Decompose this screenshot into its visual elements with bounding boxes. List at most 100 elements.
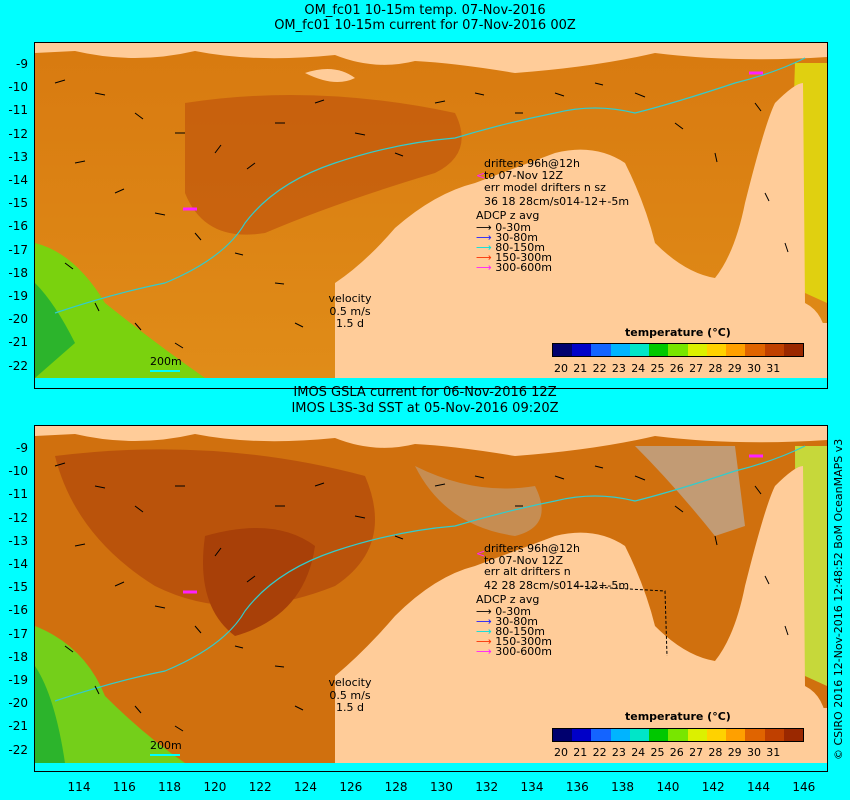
top-map-panel — [34, 42, 828, 389]
colorbar-tick-label: 27 — [689, 362, 704, 375]
land-australia — [335, 83, 827, 378]
top-adcp-item: ⟶ 30-80m — [476, 231, 538, 244]
colorbar-tick-label: 22 — [592, 362, 607, 375]
colorbar-tick-label: 30 — [747, 362, 761, 375]
lat-tick-label: -16 — [8, 603, 28, 618]
top-adcp-item: ⟶ 0-30m — [476, 221, 531, 234]
bottom-drifters-line1: drifters 96h@12h — [484, 542, 581, 555]
lon-tick-label: 144 — [747, 780, 770, 794]
lat-tick-label: -10 — [8, 80, 28, 95]
colorbar-tick-label: 29 — [727, 746, 742, 759]
lat-tick-label: -9 — [16, 57, 28, 71]
lat-tick-label: -20 — [8, 312, 28, 327]
lat-tick-label: -21 — [8, 335, 28, 350]
bottom-isobath-label: 200m — [150, 739, 182, 752]
top-adcp-title: ADCP z avg — [476, 209, 540, 222]
lat-tick-label: -11 — [8, 103, 28, 118]
lat-tick-label: -15 — [8, 196, 28, 211]
top-isobath-label: 200m — [150, 355, 182, 368]
colorbar-tick-label: 29 — [727, 362, 742, 375]
top-panel-title-line1: OM_fc01 10-15m temp. 07-Nov-2016 — [304, 3, 546, 18]
boundary-line — [574, 585, 668, 657]
lat-tick-label: -22 — [8, 358, 28, 373]
top-map-svg — [35, 43, 827, 378]
lat-tick-label: -10 — [8, 464, 28, 479]
nodata-patch — [635, 446, 745, 536]
lat-tick-label: -18 — [8, 265, 28, 280]
lat-tick-label: -16 — [8, 219, 28, 234]
current-vectors — [54, 79, 789, 349]
lat-tick-label: -22 — [8, 742, 28, 757]
colorbar-tick-label: 24 — [631, 362, 646, 375]
lat-tick-label: -18 — [8, 649, 28, 664]
colorbar-tick-label: 21 — [573, 362, 588, 375]
bottom-panel-title-line1: IMOS GSLA current for 06-Nov-2016 12Z — [293, 385, 557, 400]
lat-tick-label: -17 — [8, 242, 28, 257]
bottom-isobath-line — [150, 754, 180, 756]
land-timor — [305, 69, 355, 82]
lon-tick-label: 122 — [248, 780, 272, 794]
colorbar-tick-label: 30 — [747, 746, 761, 759]
warm-core — [185, 95, 462, 235]
top-adcp-item: ⟶ 300-600m — [476, 261, 552, 274]
bottom-adcp-item: ⟶ 150-300m — [476, 635, 552, 648]
lat-tick-label: -21 — [8, 719, 28, 734]
bottom-map-panel — [34, 425, 828, 772]
bottom-adcp-item: ⟶ 300-600m — [476, 645, 552, 658]
lat-tick-label: -12 — [8, 510, 28, 525]
lon-tick-label: 114 — [67, 780, 91, 794]
cool-water-core — [35, 666, 65, 763]
top-drifter-marker-icon: < — [476, 169, 486, 182]
lat-tick-label: -14 — [8, 173, 28, 187]
colorbar-tick-label: 31 — [766, 362, 781, 375]
lon-tick-label: 140 — [656, 780, 680, 794]
colorbar-tick-label: 22 — [592, 746, 607, 759]
bottom-adcp-title: ADCP z avg — [476, 593, 540, 606]
lon-tick-label: 116 — [112, 780, 136, 794]
land-australia — [335, 466, 827, 763]
lon-tick-label: 120 — [203, 780, 227, 794]
bottom-panel-title-line2: IMOS L3S-3d SST at 05-Nov-2016 09:20Z — [291, 401, 559, 416]
bottom-adcp-item: ⟶ 30-80m — [476, 615, 538, 628]
bottom-adcp-item: ⟶ 80-150m — [476, 625, 545, 638]
top-velocity-label: velocity — [328, 292, 372, 305]
top-panel-title-line2: OM_fc01 10-15m current for 07-Nov-2016 0… — [274, 18, 576, 33]
lat-tick-label: -12 — [8, 126, 28, 141]
colorbar-tick-label: 26 — [669, 362, 684, 375]
bottom-drifters-line3: err alt drifters n — [484, 565, 571, 578]
top-velocity-value: 0.5 m/s — [329, 305, 371, 318]
bottom-colorbar — [552, 728, 804, 742]
lon-tick-label: 136 — [565, 780, 589, 794]
lat-tick-label: -13 — [8, 149, 28, 164]
lon-tick-label: 138 — [611, 780, 635, 794]
lon-tick-label: 124 — [294, 780, 317, 794]
colorbar-tick-label: 28 — [708, 362, 723, 375]
top-drifters-line1: drifters 96h@12h — [484, 157, 581, 170]
colorbar-tick-label: 24 — [631, 746, 646, 759]
top-drifters-line2: to 07-Nov 12Z — [484, 169, 564, 182]
bottom-map-svg — [35, 426, 827, 763]
bottom-drifters-line2: to 07-Nov 12Z — [484, 554, 564, 567]
cool-water-sw — [35, 626, 185, 763]
colorbar-tick-label: 28 — [708, 746, 723, 759]
top-isobath-line — [150, 370, 180, 372]
lat-tick-label: -19 — [8, 289, 28, 303]
top-velocity-time: 1.5 d — [336, 317, 364, 330]
bottom-velocity-time: 1.5 d — [336, 701, 364, 714]
lat-tick-label: -14 — [8, 557, 28, 571]
top-adcp-item: ⟶ 150-300m — [476, 251, 552, 264]
bottom-adcp-item: ⟶ 0-30m — [476, 605, 531, 618]
lon-tick-label: 146 — [792, 780, 816, 794]
top-adcp-item: ⟶ 80-150m — [476, 241, 545, 254]
land-indonesia — [35, 43, 827, 73]
top-colorbar-title: temperature (°C) — [625, 326, 731, 339]
lat-tick-label: -15 — [8, 580, 28, 595]
lat-tick-label: -11 — [8, 487, 28, 502]
lon-tick-label: 132 — [475, 780, 499, 794]
lon-tick-label: 130 — [429, 780, 453, 794]
top-drifters-line3: err model drifters n sz — [484, 181, 606, 194]
bottom-velocity-label: velocity — [328, 676, 372, 689]
colorbar-tick-label: 31 — [766, 746, 781, 759]
land-indonesia — [35, 426, 827, 456]
top-drifters-stats: 36 18 28cm/s014-12+-5m — [484, 195, 630, 208]
